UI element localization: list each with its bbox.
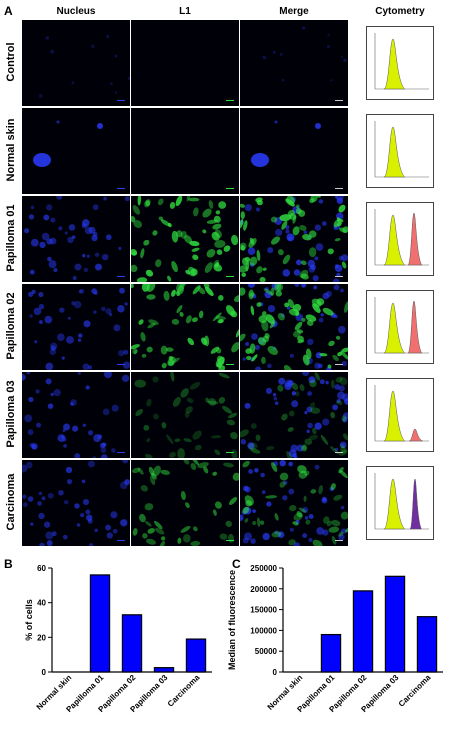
panel-c-label: C xyxy=(232,557,241,571)
bar-papilloma-01 xyxy=(320,633,342,673)
column-header-l1: L1 xyxy=(179,6,191,17)
bar-papilloma-03 xyxy=(153,667,175,673)
y-axis-label: Median of fluorescence xyxy=(227,570,237,670)
scale-bar xyxy=(117,100,125,101)
column-header-nucleus: Nucleus xyxy=(56,6,96,17)
cytometry-histogram-normal-skin xyxy=(366,114,434,188)
row-label-control: Control xyxy=(5,42,17,82)
bar-papilloma-02 xyxy=(352,590,374,673)
micrograph-papilloma-01-merge xyxy=(240,196,348,282)
y-tick-label: 150000 xyxy=(250,606,277,615)
scale-bar xyxy=(226,540,234,541)
micrograph-carcinoma-merge xyxy=(240,460,348,546)
cytometry-histogram-papilloma-03 xyxy=(366,378,434,452)
bar-papilloma-02 xyxy=(121,614,143,673)
scale-bar xyxy=(335,364,343,365)
micrograph-papilloma-03-merge xyxy=(240,372,348,458)
micrograph-carcinoma-l1 xyxy=(131,460,239,546)
y-tick-label: 250000 xyxy=(250,564,277,573)
y-tick-label: 0 xyxy=(42,668,47,677)
column-header-cytometry: Cytometry xyxy=(375,6,425,17)
y-tick-label: 50000 xyxy=(255,647,278,656)
bar-papilloma-03 xyxy=(384,575,406,673)
micrograph-normal-skin-nucleus xyxy=(22,108,130,194)
row-label-papilloma-03: Papilloma 03 xyxy=(5,380,17,448)
micrograph-papilloma-01-nucleus xyxy=(22,196,130,282)
micrograph-papilloma-03-nucleus xyxy=(22,372,130,458)
scale-bar xyxy=(226,100,234,101)
x-tick-label: Carcinoma xyxy=(397,673,433,709)
scale-bar xyxy=(335,452,343,453)
scale-bar xyxy=(226,452,234,453)
scale-bar xyxy=(117,276,125,277)
row-label-normal-skin: Normal skin xyxy=(5,118,17,182)
cytometry-histogram-carcinoma xyxy=(366,466,434,540)
micrograph-control-merge xyxy=(240,20,348,106)
bar-carcinoma xyxy=(185,638,207,673)
scale-bar xyxy=(335,540,343,541)
bar-papilloma-01 xyxy=(89,574,111,673)
scale-bar xyxy=(226,364,234,365)
row-label-carcinoma: Carcinoma xyxy=(5,473,17,531)
micrograph-normal-skin-l1 xyxy=(131,108,239,194)
micrograph-papilloma-02-merge xyxy=(240,284,348,370)
x-tick-label: Carcinoma xyxy=(166,673,202,709)
micrograph-papilloma-02-l1 xyxy=(131,284,239,370)
scale-bar xyxy=(335,188,343,189)
micrograph-normal-skin-merge xyxy=(240,108,348,194)
scale-bar xyxy=(335,276,343,277)
y-tick-label: 100000 xyxy=(250,626,277,635)
scale-bar xyxy=(117,452,125,453)
scale-bar xyxy=(117,540,125,541)
panel-a-label: A xyxy=(4,4,13,18)
panel-b-label: B xyxy=(4,557,13,571)
microscopy-grid: Control Normal skin Papilloma 01 Papilloma … xyxy=(0,20,451,546)
scale-bar xyxy=(335,100,343,101)
row-label-papilloma-01: Papilloma 01 xyxy=(5,204,17,272)
micrograph-carcinoma-nucleus xyxy=(22,460,130,546)
y-tick-label: 40 xyxy=(37,599,46,608)
micrograph-papilloma-02-nucleus xyxy=(22,284,130,370)
y-tick-label: 200000 xyxy=(250,585,277,594)
y-axis-label: % of cells xyxy=(24,599,34,641)
column-header-merge: Merge xyxy=(279,6,309,17)
cytometry-histogram-papilloma-01 xyxy=(366,202,434,276)
micrograph-control-l1 xyxy=(131,20,239,106)
micrograph-papilloma-03-l1 xyxy=(131,372,239,458)
scale-bar xyxy=(226,188,234,189)
scale-bar xyxy=(117,364,125,365)
cytometry-histogram-control xyxy=(366,26,434,100)
y-tick-label: 60 xyxy=(37,564,46,573)
scale-bar xyxy=(226,276,234,277)
scale-bar xyxy=(117,188,125,189)
row-label-papilloma-02: Papilloma 02 xyxy=(5,292,17,360)
y-tick-label: 0 xyxy=(273,668,278,677)
cytometry-histogram-papilloma-02 xyxy=(366,290,434,364)
bar-carcinoma xyxy=(416,616,438,673)
micrograph-papilloma-01-l1 xyxy=(131,196,239,282)
micrograph-control-nucleus xyxy=(22,20,130,106)
y-tick-label: 20 xyxy=(37,633,46,642)
